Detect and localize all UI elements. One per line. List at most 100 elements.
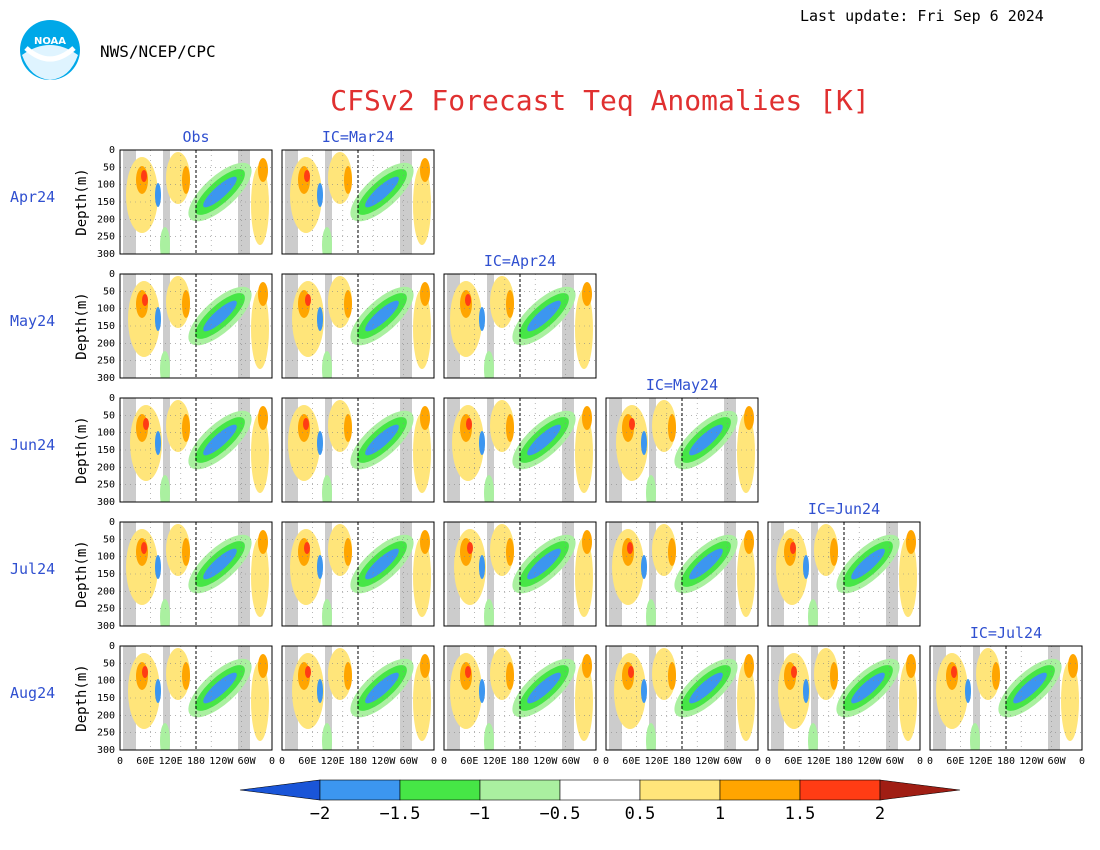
- warm-anomaly: [251, 289, 269, 369]
- x-tick-label: 180: [997, 756, 1015, 767]
- panel-Jul24-Obs: [119, 521, 273, 627]
- cold-anomaly: [160, 351, 170, 378]
- warm-anomaly: [126, 157, 158, 233]
- x-axis-ticks: 0 60E 120E 180 120W 60W 0 0 60E 120E 180 120W 60W 0 0 6…: [117, 756, 1085, 767]
- warm-anomaly: [744, 406, 754, 430]
- warm-anomaly: [344, 166, 352, 194]
- y-tick-label: 250: [97, 728, 115, 739]
- x-tick-label: 60W: [400, 756, 419, 767]
- panel-frame: [281, 149, 435, 255]
- y-tick-label: 200: [97, 338, 115, 349]
- cold-anomaly: [160, 227, 170, 254]
- panel-Aug24-IC=Jul24: [929, 645, 1083, 751]
- land-strip: [325, 646, 332, 750]
- cold-anomaly: [203, 424, 237, 456]
- warm-anomaly: [582, 282, 592, 306]
- panel-Jun24-IC=Mar24: [281, 397, 435, 503]
- warm-anomaly: [305, 294, 311, 306]
- x-tick-label: 120W: [533, 756, 558, 767]
- cold-anomaly: [689, 424, 723, 456]
- cold-anomaly: [365, 300, 399, 332]
- panel-May24-IC=Apr24: [443, 273, 597, 379]
- cold-anomaly: [203, 672, 237, 704]
- panel-frame: [119, 521, 273, 627]
- warm-anomaly: [141, 170, 147, 182]
- warm-anomaly: [936, 653, 968, 729]
- x-tick-label: 180: [835, 756, 853, 767]
- warm-anomaly: [1061, 661, 1079, 741]
- warm-anomaly: [452, 405, 484, 481]
- warm-anomaly: [141, 542, 147, 554]
- panel-frame: [605, 397, 759, 503]
- x-tick-label: 120E: [807, 756, 831, 767]
- warm-anomaly: [182, 662, 190, 690]
- warm-anomaly: [344, 290, 352, 318]
- land-strip: [649, 522, 656, 626]
- warm-anomaly: [899, 661, 917, 741]
- y-tick-label: 150: [97, 321, 115, 332]
- cold-anomaly: [641, 679, 647, 703]
- cold-anomaly: [851, 672, 885, 704]
- row-label: Jun24: [10, 436, 55, 454]
- warm-anomaly: [305, 666, 311, 678]
- y-tick-label: 300: [97, 249, 115, 260]
- cold-anomaly: [484, 475, 494, 502]
- warm-anomaly: [251, 661, 269, 741]
- panel-May24-Obs: [119, 273, 273, 379]
- y-tick-label: 50: [103, 658, 115, 669]
- land-strip: [325, 398, 332, 502]
- y-tick-label: 300: [97, 745, 115, 756]
- last-update: Last update: Fri Sep 6 2024: [800, 7, 1044, 25]
- x-tick-label: 60W: [886, 756, 905, 767]
- y-tick-label: 300: [97, 497, 115, 508]
- panel-May24-IC=Mar24: [281, 273, 435, 379]
- x-tick-label: 60W: [562, 756, 581, 767]
- land-strip: [163, 398, 170, 502]
- cold-anomaly: [527, 300, 561, 332]
- cold-anomaly: [160, 599, 170, 626]
- warm-anomaly: [575, 289, 593, 369]
- x-tick-label: 120W: [695, 756, 720, 767]
- warm-anomaly: [506, 414, 514, 442]
- column-header: IC=Jul24: [970, 624, 1042, 642]
- y-tick-label: 50: [103, 286, 115, 297]
- warm-anomaly: [142, 294, 148, 306]
- cold-anomaly: [479, 307, 485, 331]
- warm-anomaly: [668, 538, 676, 566]
- x-tick-label: 0: [269, 756, 275, 767]
- warm-anomaly: [304, 542, 310, 554]
- warm-anomaly: [906, 654, 916, 678]
- cold-anomaly: [484, 351, 494, 378]
- x-tick-label: 120E: [483, 756, 507, 767]
- land-strip: [163, 274, 170, 378]
- x-tick-label: 120W: [371, 756, 396, 767]
- panel-frame: [443, 273, 597, 379]
- cold-anomaly: [365, 672, 399, 704]
- cold-anomaly: [160, 723, 170, 750]
- x-tick-label: 60E: [136, 756, 154, 767]
- column-header: IC=Jun24: [808, 500, 880, 518]
- panel-frame: [443, 521, 597, 627]
- column-header: IC=Mar24: [322, 128, 394, 146]
- y-tick-label: 250: [97, 232, 115, 243]
- cold-anomaly: [479, 431, 485, 455]
- panel-frame: [929, 645, 1083, 751]
- warm-anomaly: [258, 406, 268, 430]
- cold-anomaly: [689, 548, 723, 580]
- cold-anomaly: [322, 227, 332, 254]
- y-tick-label: 100: [97, 552, 115, 563]
- cold-anomaly: [317, 431, 323, 455]
- x-tick-label: 60E: [784, 756, 802, 767]
- y-tick-label: 100: [97, 676, 115, 687]
- warm-anomaly: [128, 653, 160, 729]
- x-tick-label: 0: [593, 756, 599, 767]
- warm-anomaly: [258, 282, 268, 306]
- land-strip: [487, 646, 494, 750]
- cold-anomaly: [641, 555, 647, 579]
- column-header: Obs: [182, 128, 209, 146]
- colorbar-label: −0.5: [540, 804, 581, 824]
- land-strip: [487, 522, 494, 626]
- x-tick-label: 180: [349, 756, 367, 767]
- cold-anomaly: [365, 548, 399, 580]
- panel-frame: [119, 273, 273, 379]
